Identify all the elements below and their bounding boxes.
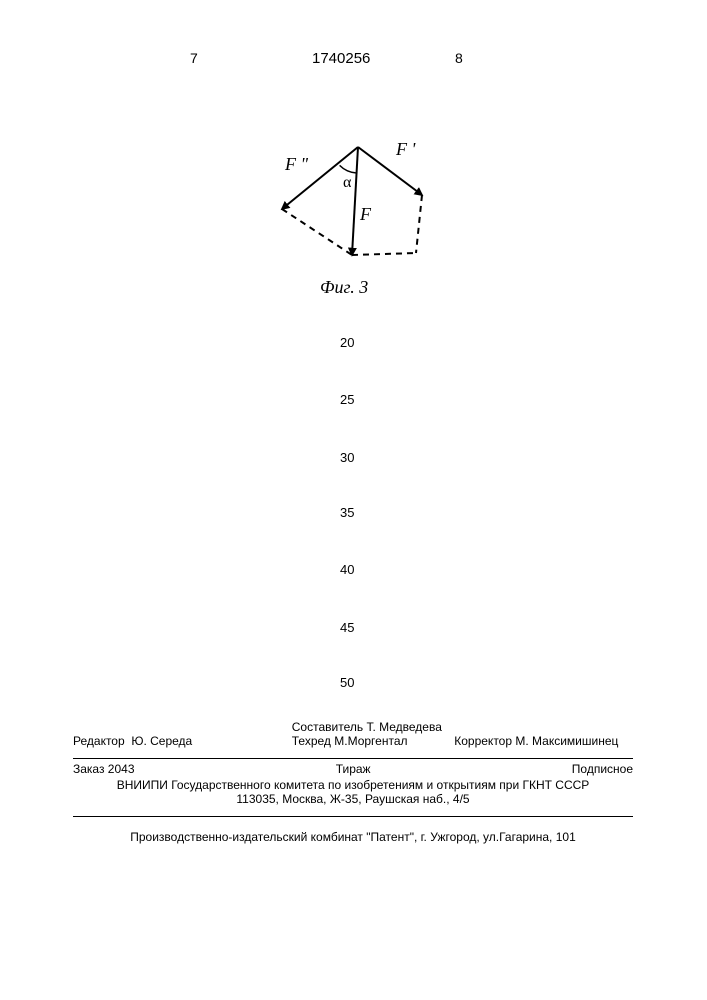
line-number: 30 (340, 450, 354, 465)
line-number: 40 (340, 562, 354, 577)
editor-label: Редактор (73, 734, 125, 748)
credit-spacer (73, 720, 252, 734)
compiler-credit: Составитель Т. Медведева (292, 720, 455, 734)
credits-block: Составитель Т. Медведева Редактор Ю. Сер… (73, 720, 633, 748)
patent-page: 7 1740256 8 F "F 'Fα Фиг. 3 20 25 30 35 … (0, 0, 707, 1000)
credit-spacer (454, 720, 633, 734)
line-number: 25 (340, 392, 354, 407)
colophon-block: Заказ 2043 Тираж Подписное ВНИИПИ Госуда… (73, 762, 633, 806)
corrector-label: Корректор (454, 734, 512, 748)
corrector-name: М. Максимишинец (515, 734, 618, 748)
line-number: 45 (340, 620, 354, 635)
editor-credit: Редактор Ю. Середа (73, 734, 252, 748)
printer-line: Производственно-издательский комбинат "П… (73, 830, 633, 844)
line-number: 20 (340, 335, 354, 350)
compiler-name: Т. Медведева (366, 720, 441, 734)
address-line: 113035, Москва, Ж-35, Раушская наб., 4/5 (73, 792, 633, 806)
org-line: ВНИИПИ Государственного комитета по изоб… (73, 778, 633, 792)
compiler-label: Составитель (292, 720, 363, 734)
techred-credit: Техред М.Моргентал (292, 734, 455, 748)
page-number-left: 7 (190, 50, 198, 66)
svg-text:α: α (343, 174, 352, 191)
line-number: 35 (340, 505, 354, 520)
vector-diagram: F " F ' Fα (250, 125, 440, 285)
order-number: Заказ 2043 (73, 762, 135, 776)
editor-name: Ю. Середа (131, 734, 192, 748)
figure-caption: Фиг. 3 (320, 277, 368, 298)
subscription: Подписное (572, 762, 633, 776)
svg-text:F ': F ' (395, 139, 416, 159)
divider (73, 816, 633, 817)
line-number: 50 (340, 675, 354, 690)
svg-text:F ": F " (284, 154, 308, 174)
page-number-right: 8 (455, 50, 463, 66)
diagram-svg: F " F ' Fα (250, 125, 440, 285)
print-run: Тираж (336, 762, 371, 776)
corrector-credit: Корректор М. Максимишинец (454, 734, 633, 748)
document-number: 1740256 (312, 50, 370, 67)
techred-label: Техред (292, 734, 331, 748)
divider (73, 758, 633, 759)
techred-name: М.Моргентал (334, 734, 407, 748)
svg-text:F: F (359, 204, 372, 224)
